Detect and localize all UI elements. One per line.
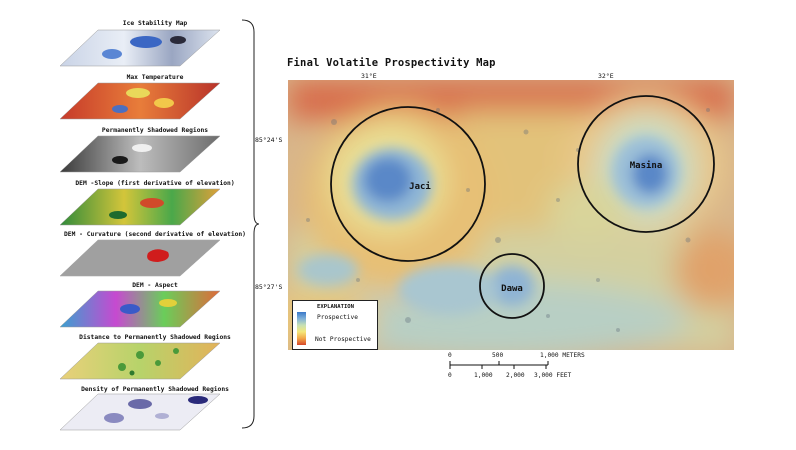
coord-lat-27: 85°27'S (255, 283, 283, 291)
scale-feet-2000: 2,000 (506, 372, 525, 379)
scale-meters-0: 0 (448, 352, 452, 359)
scale-meters-1000: 1,000 METERS (540, 352, 585, 359)
layer-label-density-psr: Density of Permanently Shadowed Regions (81, 386, 229, 393)
scale-bar-graphic (449, 361, 549, 369)
legend-title: EXPLANATION (317, 304, 355, 310)
layer-label-curvature: DEM - Curvature (second derivative of el… (64, 231, 246, 238)
scale-feet-0: 0 (448, 372, 452, 379)
map-legend: EXPLANATION Prospective Not Prospective (292, 300, 378, 350)
layer-label-psr: Permanently Shadowed Regions (101, 127, 209, 134)
scale-feet-3000: 3,000 FEET (534, 372, 572, 379)
layer-label-slope: DEM -Slope (first derivative of elevatio… (75, 180, 235, 187)
psr-layer (60, 135, 221, 173)
jaci-outline (330, 106, 486, 262)
max-temperature-layer (60, 82, 221, 120)
legend-label-not-prospective: Not Prospective (315, 336, 371, 343)
layer-label-distance-psr: Distance to Permanently Shadowed Regions (79, 334, 231, 341)
dawa-outline (479, 253, 545, 319)
crater-label-dawa: Dawa (501, 284, 523, 294)
curvature-layer (60, 239, 221, 277)
scale-feet-1000: 1,000 (474, 372, 493, 379)
layer-label-aspect: DEM - Aspect (132, 282, 178, 289)
crater-label-masina: Masina (629, 161, 663, 171)
map-title: Final Volatile Prospectivity Map (287, 57, 496, 69)
aspect-layer (60, 290, 221, 328)
coord-lon-31: 31°E (361, 72, 377, 80)
ice-stability-layer (60, 29, 221, 67)
layer-label-max-temperature: Max Temperature (126, 74, 184, 81)
scale-meters-500: 500 (492, 352, 504, 359)
masina-outline (577, 95, 715, 233)
distance-psr-layer (60, 342, 221, 380)
legend-color-ramp (297, 312, 306, 345)
coord-lat-24: 85°24'S (255, 136, 283, 144)
coord-lon-32: 32°E (598, 72, 614, 80)
legend-label-prospective: Prospective (317, 314, 358, 321)
layer-label-ice-stability: Ice Stability Map (122, 20, 188, 27)
slope-layer (60, 188, 221, 226)
density-psr-layer (60, 393, 221, 431)
crater-label-jaci: Jaci (409, 182, 431, 192)
grouping-brace (241, 19, 260, 429)
